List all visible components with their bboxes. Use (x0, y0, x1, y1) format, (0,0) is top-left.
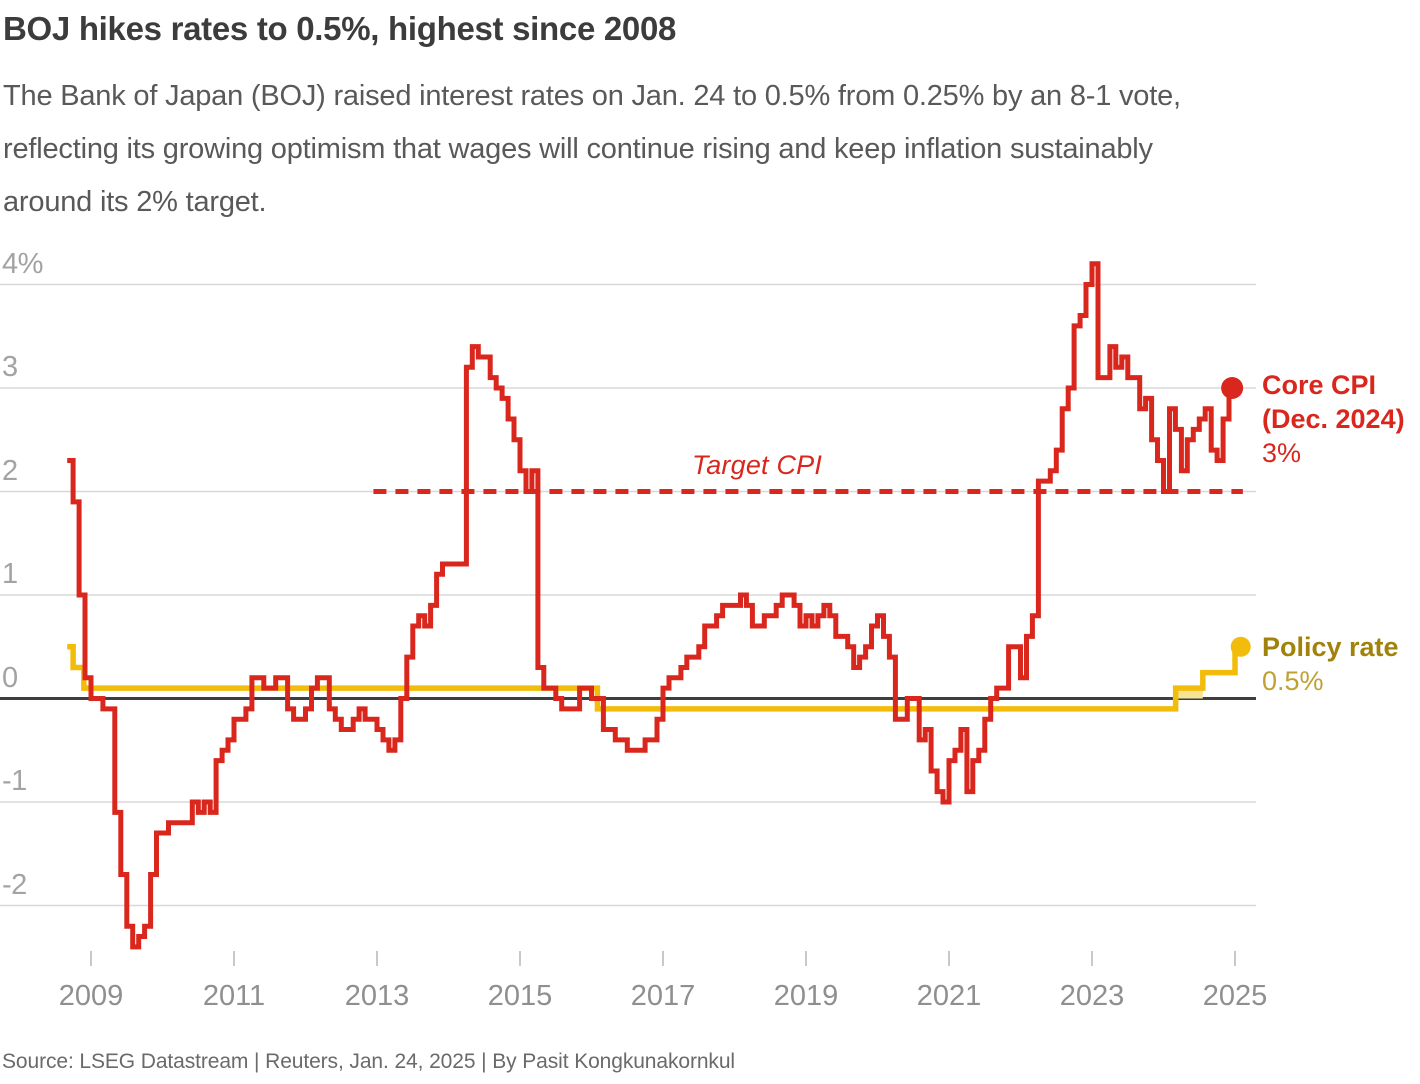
x-axis-label: 2025 (1202, 980, 1268, 1012)
chart-subtitle: The Bank of Japan (BOJ) raised interest … (3, 70, 1181, 229)
chart-subtitle-line: around its 2% target. (3, 186, 267, 218)
chart-subtitle-line: The Bank of Japan (BOJ) raised interest … (3, 80, 1181, 112)
policy-rate-label-line1: Policy rate (1262, 632, 1399, 662)
policy-rate-range-band (1175, 688, 1203, 699)
target-cpi-line-label: Target CPI (692, 450, 823, 480)
policy-rate-line (67, 644, 1241, 712)
y-axis-label: -1 (2, 765, 27, 797)
core-cpi-label-line2: (Dec. 2024) (1262, 404, 1405, 434)
core-cpi-end-dot (1221, 377, 1244, 399)
chart-subtitle-line: reflecting its growing optimism that wag… (3, 133, 1153, 165)
y-axis-label: 3 (2, 351, 18, 383)
y-axis-label: 0 (2, 661, 18, 694)
x-axis-label: 2011 (202, 980, 266, 1012)
x-axis-label: 2017 (630, 980, 696, 1012)
y-axis-label: 1 (2, 558, 18, 590)
core-cpi-label-line1: Core CPI (1262, 370, 1377, 400)
core-cpi-value: 3% (1262, 438, 1302, 468)
x-axis-label: 2023 (1059, 980, 1125, 1012)
y-axis-label: -2 (2, 868, 27, 901)
x-axis-label: 2019 (773, 980, 839, 1012)
x-axis-label: 2009 (58, 980, 124, 1012)
y-axis-label: 2 (2, 454, 18, 487)
x-axis-label: 2015 (487, 980, 553, 1012)
core-cpi-end-label: Core CPI (Dec. 2024) 3% (1262, 368, 1405, 470)
source-note: Source: LSEG Datastream | Reuters, Jan. … (2, 1050, 735, 1073)
policy-rate-end-dot (1230, 636, 1251, 657)
policy-rate-end-label: Policy rate 0.5% (1262, 630, 1399, 698)
chart-title: BOJ hikes rates to 0.5%, highest since 2… (3, 10, 677, 47)
policy-rate-value: 0.5% (1262, 666, 1324, 696)
x-axis-label: 2021 (916, 980, 982, 1012)
core-cpi-line (67, 261, 1235, 950)
x-axis-label: 2013 (344, 980, 410, 1012)
y-axis-label: 4% (2, 247, 43, 280)
